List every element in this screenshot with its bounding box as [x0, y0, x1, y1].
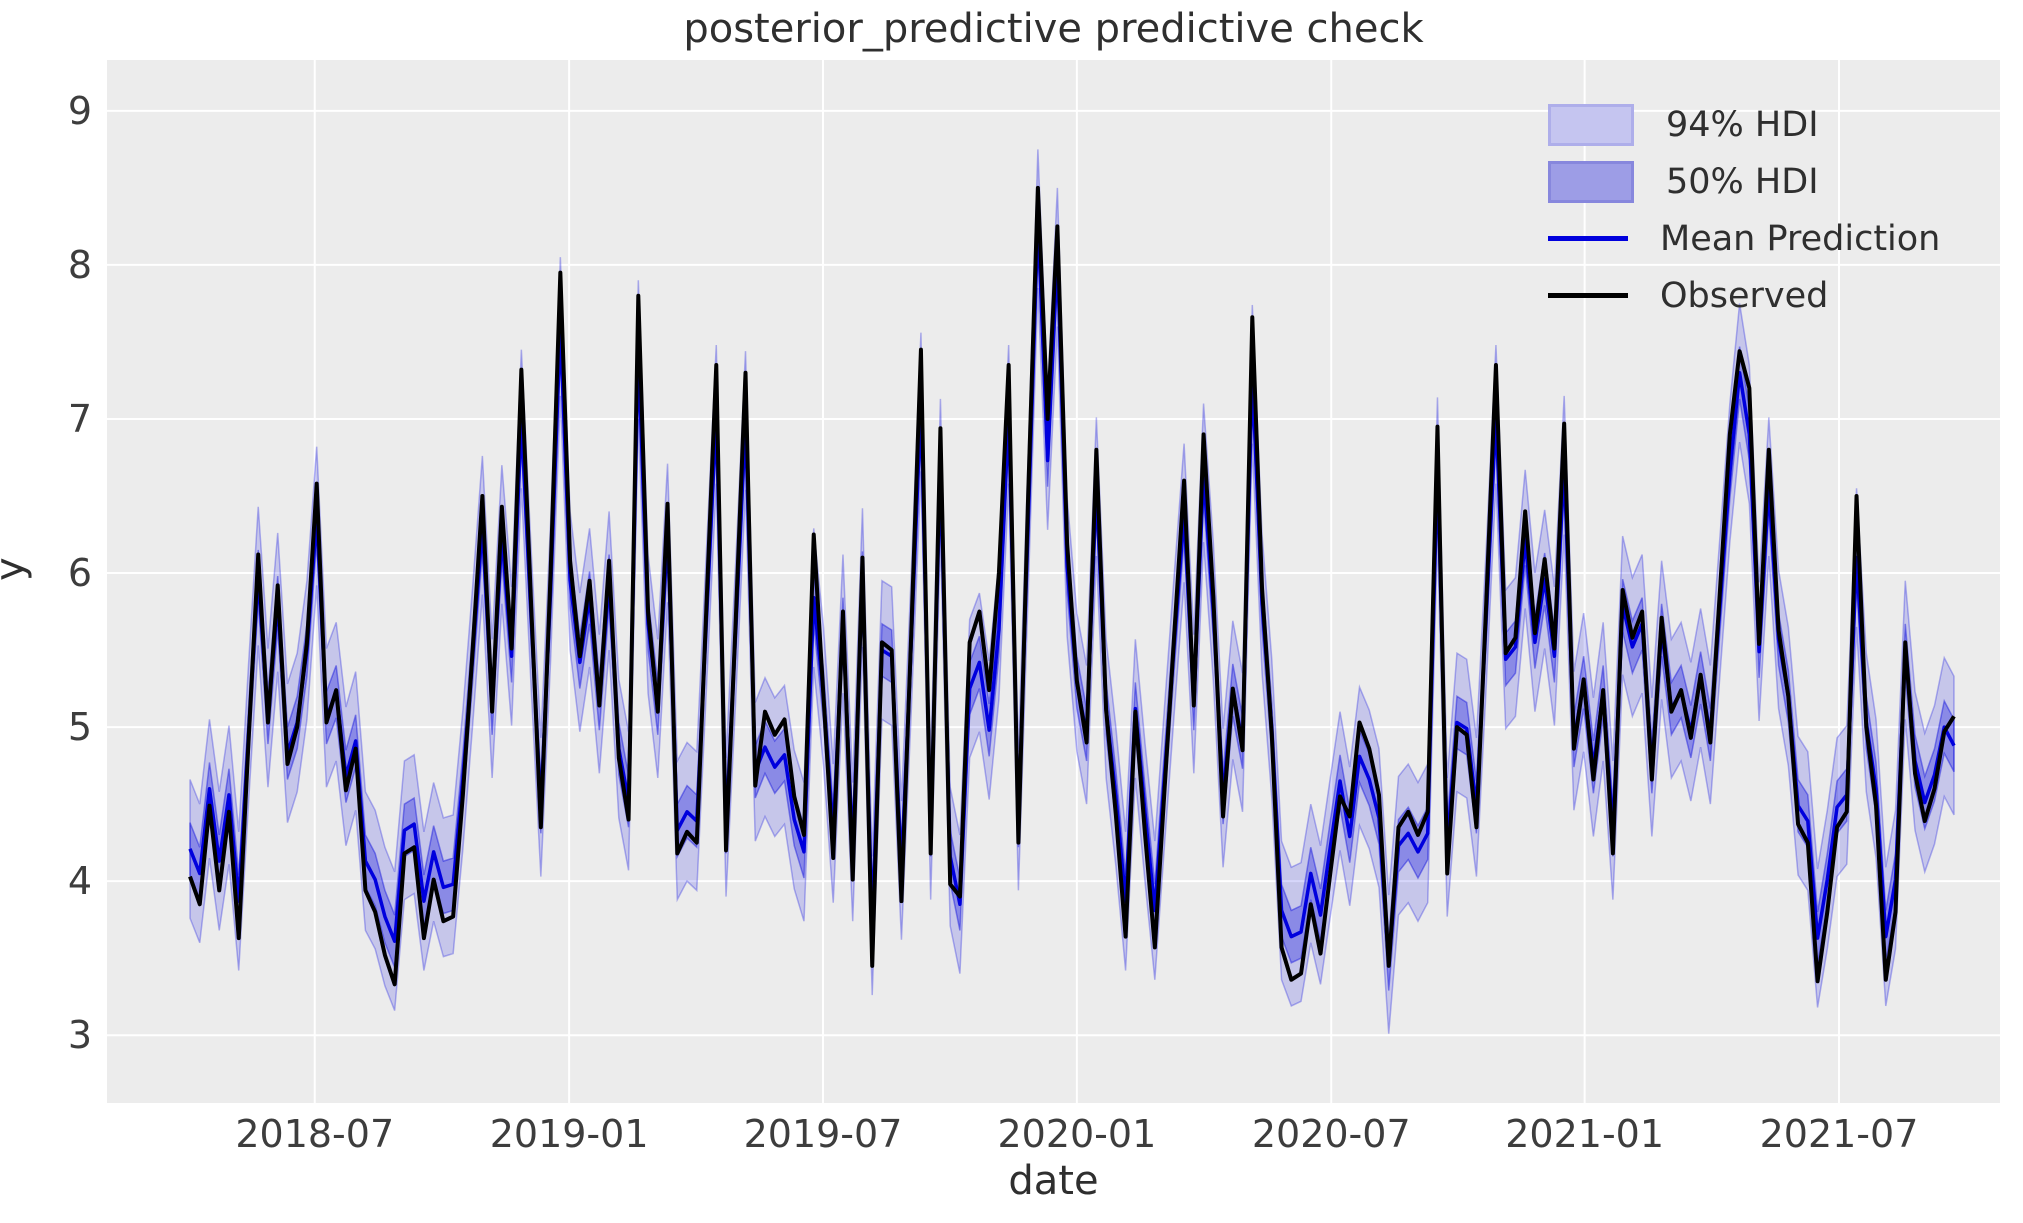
legend-label: 50% HDI: [1666, 161, 1819, 202]
plot-area: [107, 60, 2000, 1103]
x-tick-label: 2021-01: [1505, 1112, 1665, 1156]
y-tick-label: 4: [67, 859, 92, 904]
y-tick-label: 9: [67, 88, 92, 133]
legend-item: 50% HDI: [1548, 153, 1940, 210]
legend: 94% HDI 50% HDI Mean Prediction Observed: [1548, 96, 1940, 324]
x-tick-label: 2021-07: [1759, 1112, 1919, 1156]
y-tick-label: 7: [67, 396, 92, 441]
mean-prediction-swatch: [1548, 236, 1628, 241]
y-tick-label: 8: [67, 242, 92, 287]
x-tick-label: 2019-07: [743, 1112, 903, 1156]
observed-swatch: [1548, 293, 1628, 298]
legend-label: 94% HDI: [1666, 104, 1819, 145]
legend-item: 94% HDI: [1548, 96, 1940, 153]
x-tick-label: 2019-01: [489, 1112, 649, 1156]
legend-label: Observed: [1660, 275, 1829, 316]
chart-canvas: [107, 60, 2000, 1103]
x-tick-label: 2018-07: [235, 1112, 395, 1156]
y-tick-label: 3: [67, 1013, 92, 1058]
hdi-50-band: [189, 192, 1955, 991]
legend-label: Mean Prediction: [1660, 218, 1941, 259]
hdi-94-swatch: [1548, 103, 1634, 146]
x-tick-label: 2020-01: [997, 1112, 1157, 1156]
x-tick-label: 2020-07: [1251, 1112, 1411, 1156]
chart-title: posterior_predictive predictive check: [683, 6, 1424, 52]
legend-item: Mean Prediction: [1548, 210, 1940, 267]
observed-line: [188, 185, 1956, 987]
y-tick-label: 6: [67, 551, 92, 596]
y-tick-label: 5: [67, 705, 92, 750]
x-axis-label: date: [1008, 1158, 1099, 1204]
y-axis-label: y: [0, 557, 33, 581]
legend-item: Observed: [1548, 267, 1940, 324]
hdi-50-swatch: [1548, 160, 1634, 203]
